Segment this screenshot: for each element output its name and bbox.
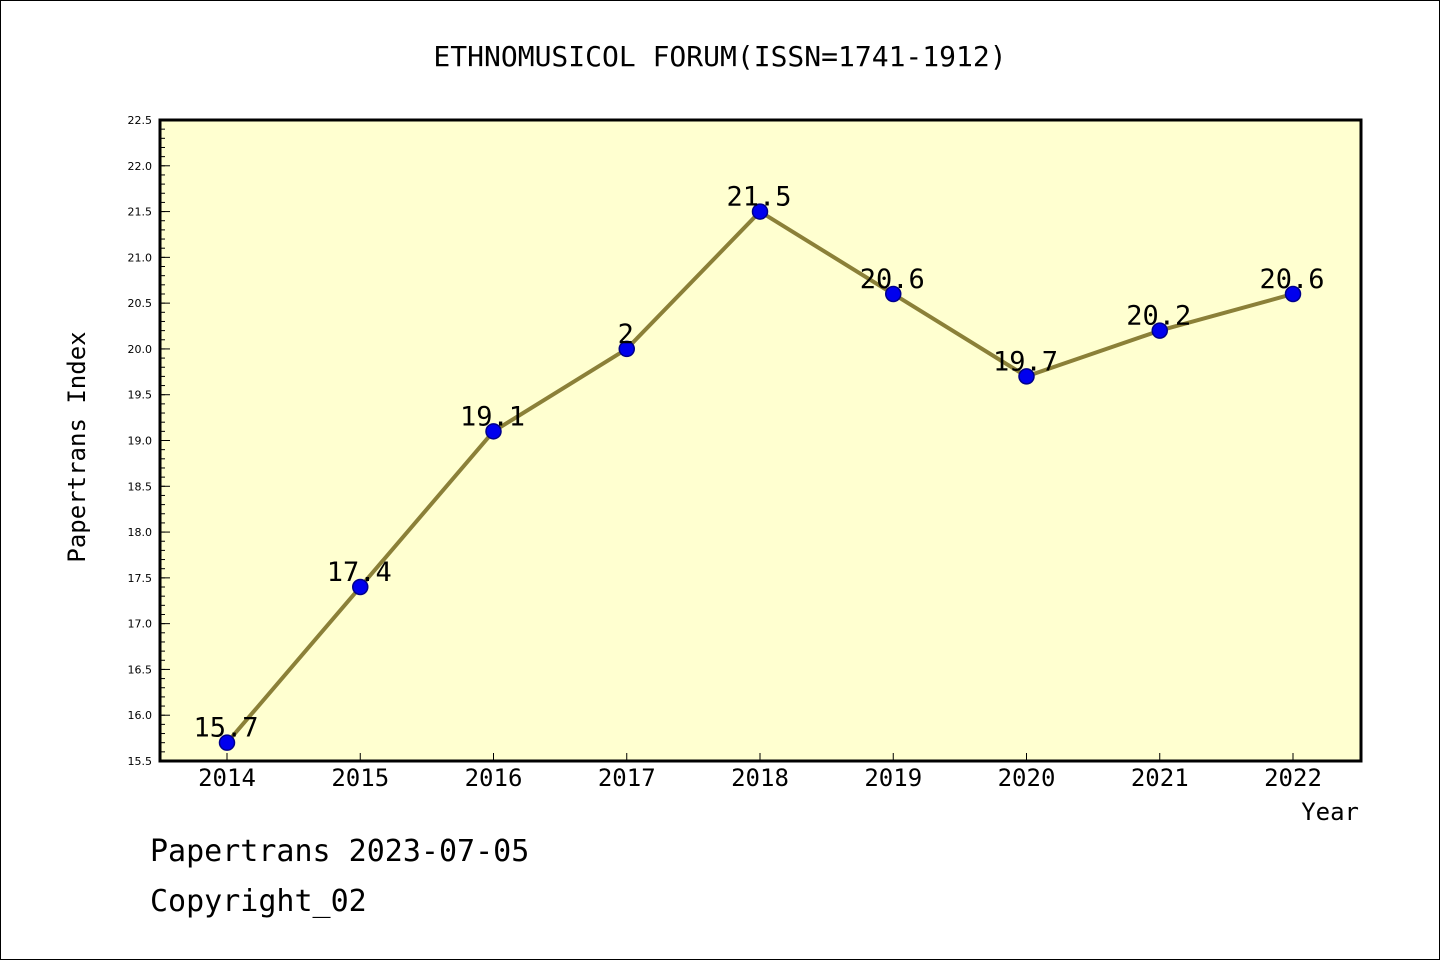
footer-date-text: Papertrans 2023-07-05 xyxy=(150,834,530,869)
data-label: 19.1 xyxy=(460,401,525,432)
x-axis-label: Year xyxy=(1301,798,1359,826)
y-tick-label: 17.0 xyxy=(128,618,153,631)
x-tick-label: 2022 xyxy=(1264,764,1322,792)
y-tick-label: 21.0 xyxy=(128,251,153,264)
data-label: 20.6 xyxy=(860,264,925,295)
y-tick-label: 15.5 xyxy=(128,755,153,768)
y-tick-label: 22.5 xyxy=(128,114,153,127)
x-tick-label: 2020 xyxy=(998,764,1056,792)
data-point xyxy=(1018,368,1035,385)
chart-title: ETHNOMUSICOL FORUM(ISSN=1741-1912) xyxy=(433,40,1006,73)
x-tick-label: 2018 xyxy=(731,764,789,792)
data-label: 20.2 xyxy=(1126,301,1191,332)
y-tick-label: 18.5 xyxy=(128,480,153,493)
x-tick-label: 2015 xyxy=(331,764,389,792)
data-label: 20.6 xyxy=(1259,264,1324,295)
x-ticks xyxy=(226,753,1294,761)
y-major-ticks xyxy=(160,119,170,762)
footer-copyright-text: Copyright_02 xyxy=(150,884,367,919)
data-labels: 15.7 17.4 19.1 2 21.5 20.6 19.7 20.2 20.6 xyxy=(193,182,1324,744)
y-tick-label: 16.5 xyxy=(128,663,153,676)
data-point xyxy=(751,203,769,220)
x-tick-labels: 2014 2015 2016 2017 2018 2019 2020 2021 2022 xyxy=(198,764,1322,792)
data-point xyxy=(485,423,502,440)
y-tick-labels: 15.5 16.0 16.5 17.0 17.5 18.0 18.5 19.0 19.5 20.0… xyxy=(128,114,153,768)
data-label: 19.7 xyxy=(993,346,1058,377)
y-tick-label: 20.5 xyxy=(128,297,153,310)
data-point xyxy=(885,285,902,303)
data-label: 2 xyxy=(618,319,634,350)
x-tick-label: 2017 xyxy=(598,764,656,792)
y-tick-label: 16.0 xyxy=(128,709,153,722)
y-tick-label: 19.5 xyxy=(128,389,153,402)
y-tick-label: 17.5 xyxy=(128,572,153,585)
data-label: 17.4 xyxy=(327,557,392,588)
data-point xyxy=(618,340,635,358)
x-tick-label: 2016 xyxy=(465,764,523,792)
data-point xyxy=(218,734,236,751)
y-axis-label: Papertrans Index xyxy=(63,331,91,562)
data-label: 15.7 xyxy=(193,713,258,744)
x-tick-label: 2019 xyxy=(864,764,922,792)
series-markers xyxy=(218,203,1302,751)
y-tick-label: 19.0 xyxy=(128,435,153,448)
plot-area xyxy=(158,118,1363,763)
y-tick-label: 18.0 xyxy=(128,526,153,539)
y-tick-label: 22.0 xyxy=(128,160,153,173)
y-tick-label: 20.0 xyxy=(128,343,153,356)
data-point xyxy=(1284,285,1302,303)
data-point xyxy=(1151,322,1168,339)
x-tick-label: 2021 xyxy=(1131,764,1189,792)
data-point xyxy=(352,578,369,596)
y-tick-label: 21.5 xyxy=(128,206,153,219)
x-tick-label: 2014 xyxy=(198,764,256,792)
data-label: 21.5 xyxy=(726,182,791,213)
